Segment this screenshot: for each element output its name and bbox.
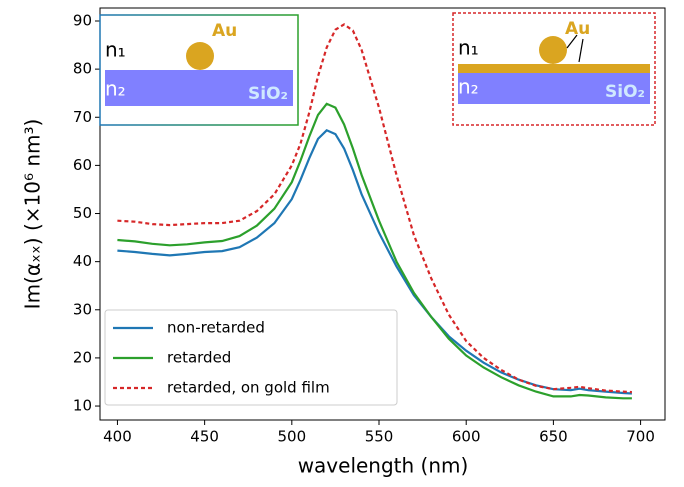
legend-label: retarded	[167, 349, 231, 367]
arrow	[566, 34, 578, 49]
inset-label: SiO₂	[248, 84, 288, 104]
inset-label: n₂	[105, 77, 126, 101]
inset-label: n₁	[458, 36, 479, 60]
legend-box	[104, 309, 398, 406]
legend-label: non-retarded	[167, 319, 265, 337]
x-tick-label: 500	[278, 428, 307, 446]
y-tick-label: 90	[73, 11, 92, 29]
x-tick-label: 650	[539, 428, 568, 446]
y-tick-label: 30	[73, 300, 92, 318]
x-tick-label: 700	[626, 428, 655, 446]
y-tick-label: 40	[73, 252, 92, 270]
inset-label: n₂	[458, 75, 479, 99]
inset-label: Au	[212, 21, 237, 41]
x-tick-label: 550	[365, 428, 394, 446]
gold-film	[458, 64, 650, 73]
y-tick-label: 70	[73, 108, 92, 126]
x-tick-label: 400	[103, 428, 132, 446]
x-tick-label: 600	[452, 428, 481, 446]
legend-label: retarded, on gold film	[167, 379, 330, 397]
inset-label: Au	[565, 19, 590, 39]
inset-label: SiO₂	[605, 82, 645, 102]
substrate	[105, 70, 293, 106]
y-tick-label: 80	[73, 60, 92, 78]
gold-particle	[186, 42, 214, 70]
substrate	[458, 68, 650, 104]
line-series	[117, 23, 632, 394]
arrow	[578, 38, 584, 63]
x-axis-label: wavelength (nm)	[298, 454, 469, 478]
y-tick-label: 50	[73, 204, 92, 222]
y-axis-label: Im(αₓₓ) (×10⁶ nm³)	[21, 119, 45, 310]
line-series	[117, 102, 632, 400]
y-tick-label: 60	[73, 156, 92, 174]
y-tick-label: 10	[73, 397, 92, 415]
inset-label: n₁	[105, 38, 126, 62]
gold-particle	[539, 36, 567, 64]
plot-frame	[99, 7, 666, 421]
x-tick-label: 450	[190, 428, 219, 446]
y-tick-label: 20	[73, 348, 92, 366]
